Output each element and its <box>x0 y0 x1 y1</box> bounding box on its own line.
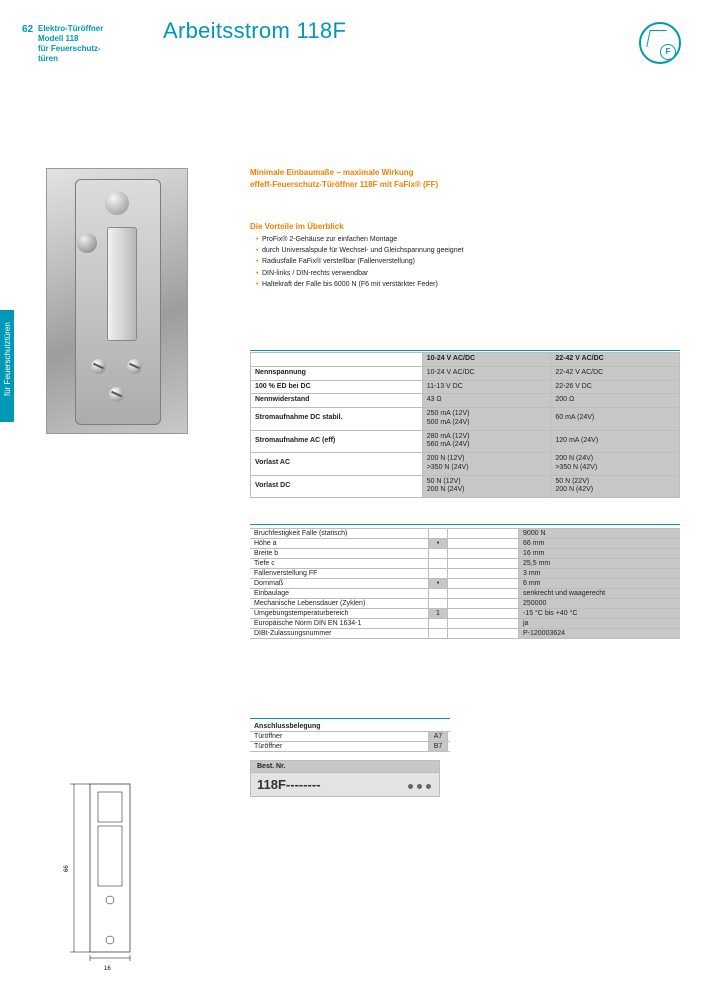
svg-text:66: 66 <box>64 865 70 872</box>
mech-label: Dornmaß <box>250 579 428 588</box>
mech-label: Breite b <box>250 549 428 558</box>
side-tab: für Feuerschutztüren <box>0 310 14 422</box>
row-label: 100 % ED bei DC <box>251 380 423 394</box>
cell: 200 N (24V) >350 N (42V) <box>551 453 680 476</box>
series-line: türen <box>38 54 58 63</box>
lead-line-2: effeff-Feuerschutz-Türöffner 118F mit Fa… <box>250 180 670 190</box>
mech-value: 3 mm <box>518 569 680 578</box>
cfg-box: A7 <box>428 732 448 741</box>
mech-mark <box>428 549 448 558</box>
mech-label: Fallenverstellung FF <box>250 569 428 578</box>
row-label: Stromaufnahme DC stabil. <box>251 408 423 431</box>
series-line: Modell 118 <box>38 34 78 43</box>
row-label: Nennspannung <box>251 366 423 380</box>
separator <box>250 524 680 525</box>
side-tab-label: für Feuerschutztüren <box>3 382 12 396</box>
mech-label: Europäische Norm DIN EN 1634-1 <box>250 619 428 628</box>
cell: 60 mA (24V) <box>551 408 680 431</box>
benefit-item: DIN-links / DIN-rechts verwendbar <box>256 268 656 279</box>
mech-mark: • <box>428 579 448 588</box>
mech-value: 250000 <box>518 599 680 608</box>
order-dots-icon <box>406 777 433 792</box>
fire-door-icon <box>639 22 681 64</box>
row-label: Vorlast AC <box>251 453 423 476</box>
mech-value: 66 mm <box>518 539 680 548</box>
benefit-item: ProFix® 2-Gehäuse zur einfachen Montage <box>256 234 656 245</box>
config-table: Anschlussbelegung TüröffnerA7 TüröffnerB… <box>250 722 450 752</box>
tech-table: 10-24 V AC/DC22-42 V AC/DC Nennspannung1… <box>250 352 680 498</box>
mech-mark <box>428 629 448 638</box>
cfg-box: B7 <box>428 742 448 751</box>
separator <box>250 718 450 719</box>
cell: 200 Ω <box>551 394 680 408</box>
series-line: für Feuerschutz- <box>38 44 101 53</box>
mech-label: Umgebungstemperaturbereich <box>250 609 428 618</box>
mech-mark <box>428 589 448 598</box>
lead-line-1: Minimale Einbaumaße – maximale Wirkung <box>250 168 670 178</box>
th: 10-24 V AC/DC <box>422 353 551 367</box>
cell: 280 mA (12V) 560 mA (24V) <box>422 430 551 453</box>
mech-label: Einbaulage <box>250 589 428 598</box>
order-header: Best. Nr. <box>250 760 440 773</box>
benefit-item: Haltekraft der Falle bis 6000 N (F6 mit … <box>256 279 656 290</box>
order-number: 118F-------- <box>250 773 440 797</box>
mech-mark <box>428 529 448 538</box>
order-code: 118F-------- <box>257 777 321 792</box>
mech-label: Tiefe c <box>250 559 428 568</box>
page-number: 62 <box>22 24 33 35</box>
product-photo <box>46 168 188 434</box>
svg-text:16: 16 <box>104 966 111 972</box>
row-label: Nennwiderstand <box>251 394 423 408</box>
series-line: Elektro-Türöffner <box>38 24 103 33</box>
row-label: Stromaufnahme AC (eff) <box>251 430 423 453</box>
cell: 120 mA (24V) <box>551 430 680 453</box>
cell: 10-24 V AC/DC <box>422 366 551 380</box>
mech-value: senkrecht und waagerecht <box>518 589 680 598</box>
mech-mark: • <box>428 539 448 548</box>
mech-label: Höhe a <box>250 539 428 548</box>
mech-mark <box>428 559 448 568</box>
cell: 11-13 V DC <box>422 380 551 394</box>
cell: 22-42 V AC/DC <box>551 366 680 380</box>
mech-label: Bruchfestigkeit Falle (statisch) <box>250 529 428 538</box>
mech-value: -15 °C bis +40 °C <box>518 609 680 618</box>
mech-mark <box>428 599 448 608</box>
benefit-item: durch Universalspule für Wechsel- und Gl… <box>256 245 656 256</box>
benefits-list: ProFix® 2-Gehäuse zur einfachen Montage … <box>256 234 656 290</box>
mech-mark <box>428 619 448 628</box>
mech-value: ja <box>518 619 680 628</box>
config-head: Anschlussbelegung <box>250 722 428 731</box>
cfg-label: Türöffner <box>250 732 428 741</box>
benefit-item: Radiusfalle FaFix® verstellbar (Fallenve… <box>256 256 656 267</box>
technical-drawing: 66 16 <box>60 780 170 980</box>
mech-value: P-120003624 <box>518 629 680 638</box>
order-block: Best. Nr. 118F-------- <box>250 760 440 797</box>
mech-mark: 1 <box>428 609 448 618</box>
mech-mark <box>428 569 448 578</box>
cell: 43 Ω <box>422 394 551 408</box>
mech-value: 6 mm <box>518 579 680 588</box>
mech-value: 16 mm <box>518 549 680 558</box>
mech-value: 9000 N <box>518 529 680 538</box>
mech-label: Mechanische Lebensdauer (Zyklen) <box>250 599 428 608</box>
separator <box>250 350 680 351</box>
cell: 200 N (12V) >350 N (24V) <box>422 453 551 476</box>
mech-table: Bruchfestigkeit Falle (statisch) 9000 N Hö… <box>250 528 680 639</box>
row-label: Vorlast DC <box>251 475 423 498</box>
page-title: Arbeitsstrom 118F <box>163 18 346 44</box>
mech-label: DIBt-Zulassungsnummer <box>250 629 428 638</box>
benefits-heading: Die Vorteile im Überblick <box>250 222 344 231</box>
cell: 50 N (12V) 200 N (24V) <box>422 475 551 498</box>
cell: 22-26 V DC <box>551 380 680 394</box>
cfg-label: Türöffner <box>250 742 428 751</box>
cell: 50 N (22V) 200 N (42V) <box>551 475 680 498</box>
cell: 250 mA (12V) 500 mA (24V) <box>422 408 551 431</box>
series-block: Elektro-Türöffner Modell 118 für Feuersc… <box>38 24 103 64</box>
th: 22-42 V AC/DC <box>551 353 680 367</box>
mech-value: 25,5 mm <box>518 559 680 568</box>
